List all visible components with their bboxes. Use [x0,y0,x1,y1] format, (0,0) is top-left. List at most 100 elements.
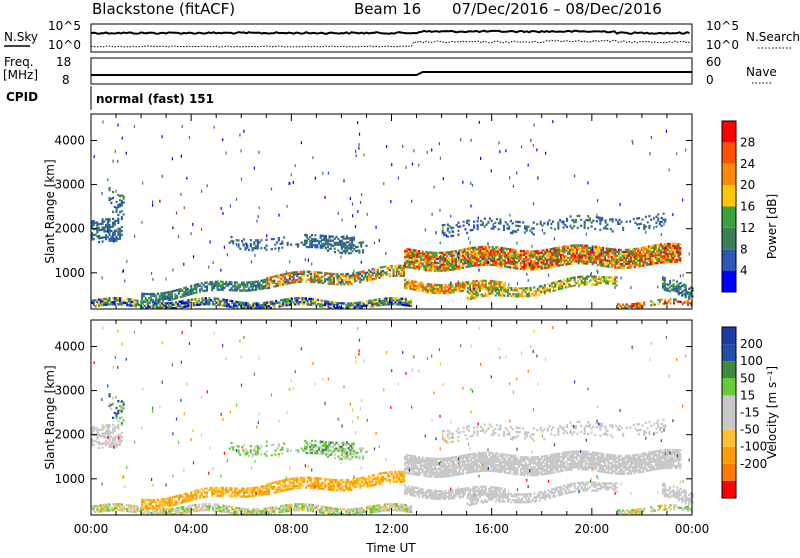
power-cell [626,303,628,305]
power-cell [530,139,531,142]
power-cell [563,226,565,228]
power-cell [435,231,436,234]
power-cell [557,255,559,257]
power-cell [649,261,651,263]
velocity-cell [410,507,412,509]
power-cell [307,275,309,277]
power-cell [464,287,466,289]
power-cell [434,260,436,262]
power-cell [434,266,436,268]
power-cell [310,298,312,300]
power-cell [574,276,576,278]
power-cell [656,244,658,246]
power-cell [448,284,450,286]
power-cell [474,258,476,260]
power-cell [434,288,436,290]
power-heatmap-cells [91,120,694,309]
power-cell [655,222,657,224]
velocity-cell [270,507,272,509]
power-cell [408,248,410,250]
velocity-cell [121,503,123,505]
power-cell [653,217,654,220]
power-cell [439,292,441,294]
power-cell [689,252,690,255]
power-cell [516,253,518,255]
power-cell [211,283,213,285]
power-cell [357,210,358,213]
velocity-cell [155,501,157,503]
power-cell [416,260,418,262]
power-cell [606,265,608,267]
velocity-cell [95,511,97,513]
power-cell [143,293,145,295]
power-cell [224,246,225,249]
velocity-cell [373,507,375,509]
power-cell [593,259,595,261]
power-cell [411,284,413,286]
power-cell [432,213,433,216]
power-cell [534,250,536,252]
velocity-cell [218,491,220,493]
velocity-cell [116,446,118,448]
velocity-cell [102,435,104,437]
velocity-cell [407,510,409,512]
power-cell [480,224,482,226]
velocity-cell [176,501,178,503]
power-cell [491,292,493,294]
power-cell [105,238,107,240]
power-cell [116,301,118,303]
velocity-cell [169,505,171,507]
power-cell [105,298,107,300]
power-cell [610,280,612,282]
power-cell [481,287,483,289]
velocity-cell [184,512,186,514]
velocity-cell [377,504,379,506]
power-cell [571,253,573,255]
power-cell [533,294,535,296]
power-cell [497,250,499,252]
power-cell [121,210,123,212]
power-cell [530,264,532,266]
power-cell [547,224,549,226]
nsearch-label: N.Search [746,30,800,44]
power-cell [309,236,311,238]
power-cell [527,258,529,260]
power-ylabel: Slant Range [km] [43,159,57,263]
velocity-cell [162,504,164,506]
velocity-cell [217,487,219,489]
power-cell [181,155,182,158]
power-cell [400,303,402,305]
power-cell [287,278,289,280]
velocity-cell [159,506,161,508]
power-cell [567,251,569,253]
power-cell [377,304,379,306]
power-cell [672,245,674,247]
power-cell [434,258,436,260]
power-cell [486,287,488,289]
power-cell [543,232,545,234]
power-cell [236,239,238,241]
power-cell [523,260,525,262]
power-cell [507,289,509,291]
power-cell [155,295,157,297]
power-cell [441,284,443,286]
power-cell [609,219,610,222]
power-cell [150,297,152,299]
velocity-cell [336,510,338,512]
power-cell [453,254,455,256]
power-cell [411,259,413,261]
power-cell [567,280,569,282]
power-cell [434,254,436,256]
velocity-cell [112,417,114,419]
power-cell [613,248,615,250]
power-cell [251,304,253,306]
power-cell [434,270,436,272]
power-cell [441,260,443,262]
power-cell [519,287,521,289]
power-cell [486,254,488,256]
power-cell [380,270,382,272]
power-cell [180,296,182,298]
power-cell [109,230,111,232]
power-cell [457,260,459,262]
power-cell [512,222,514,224]
